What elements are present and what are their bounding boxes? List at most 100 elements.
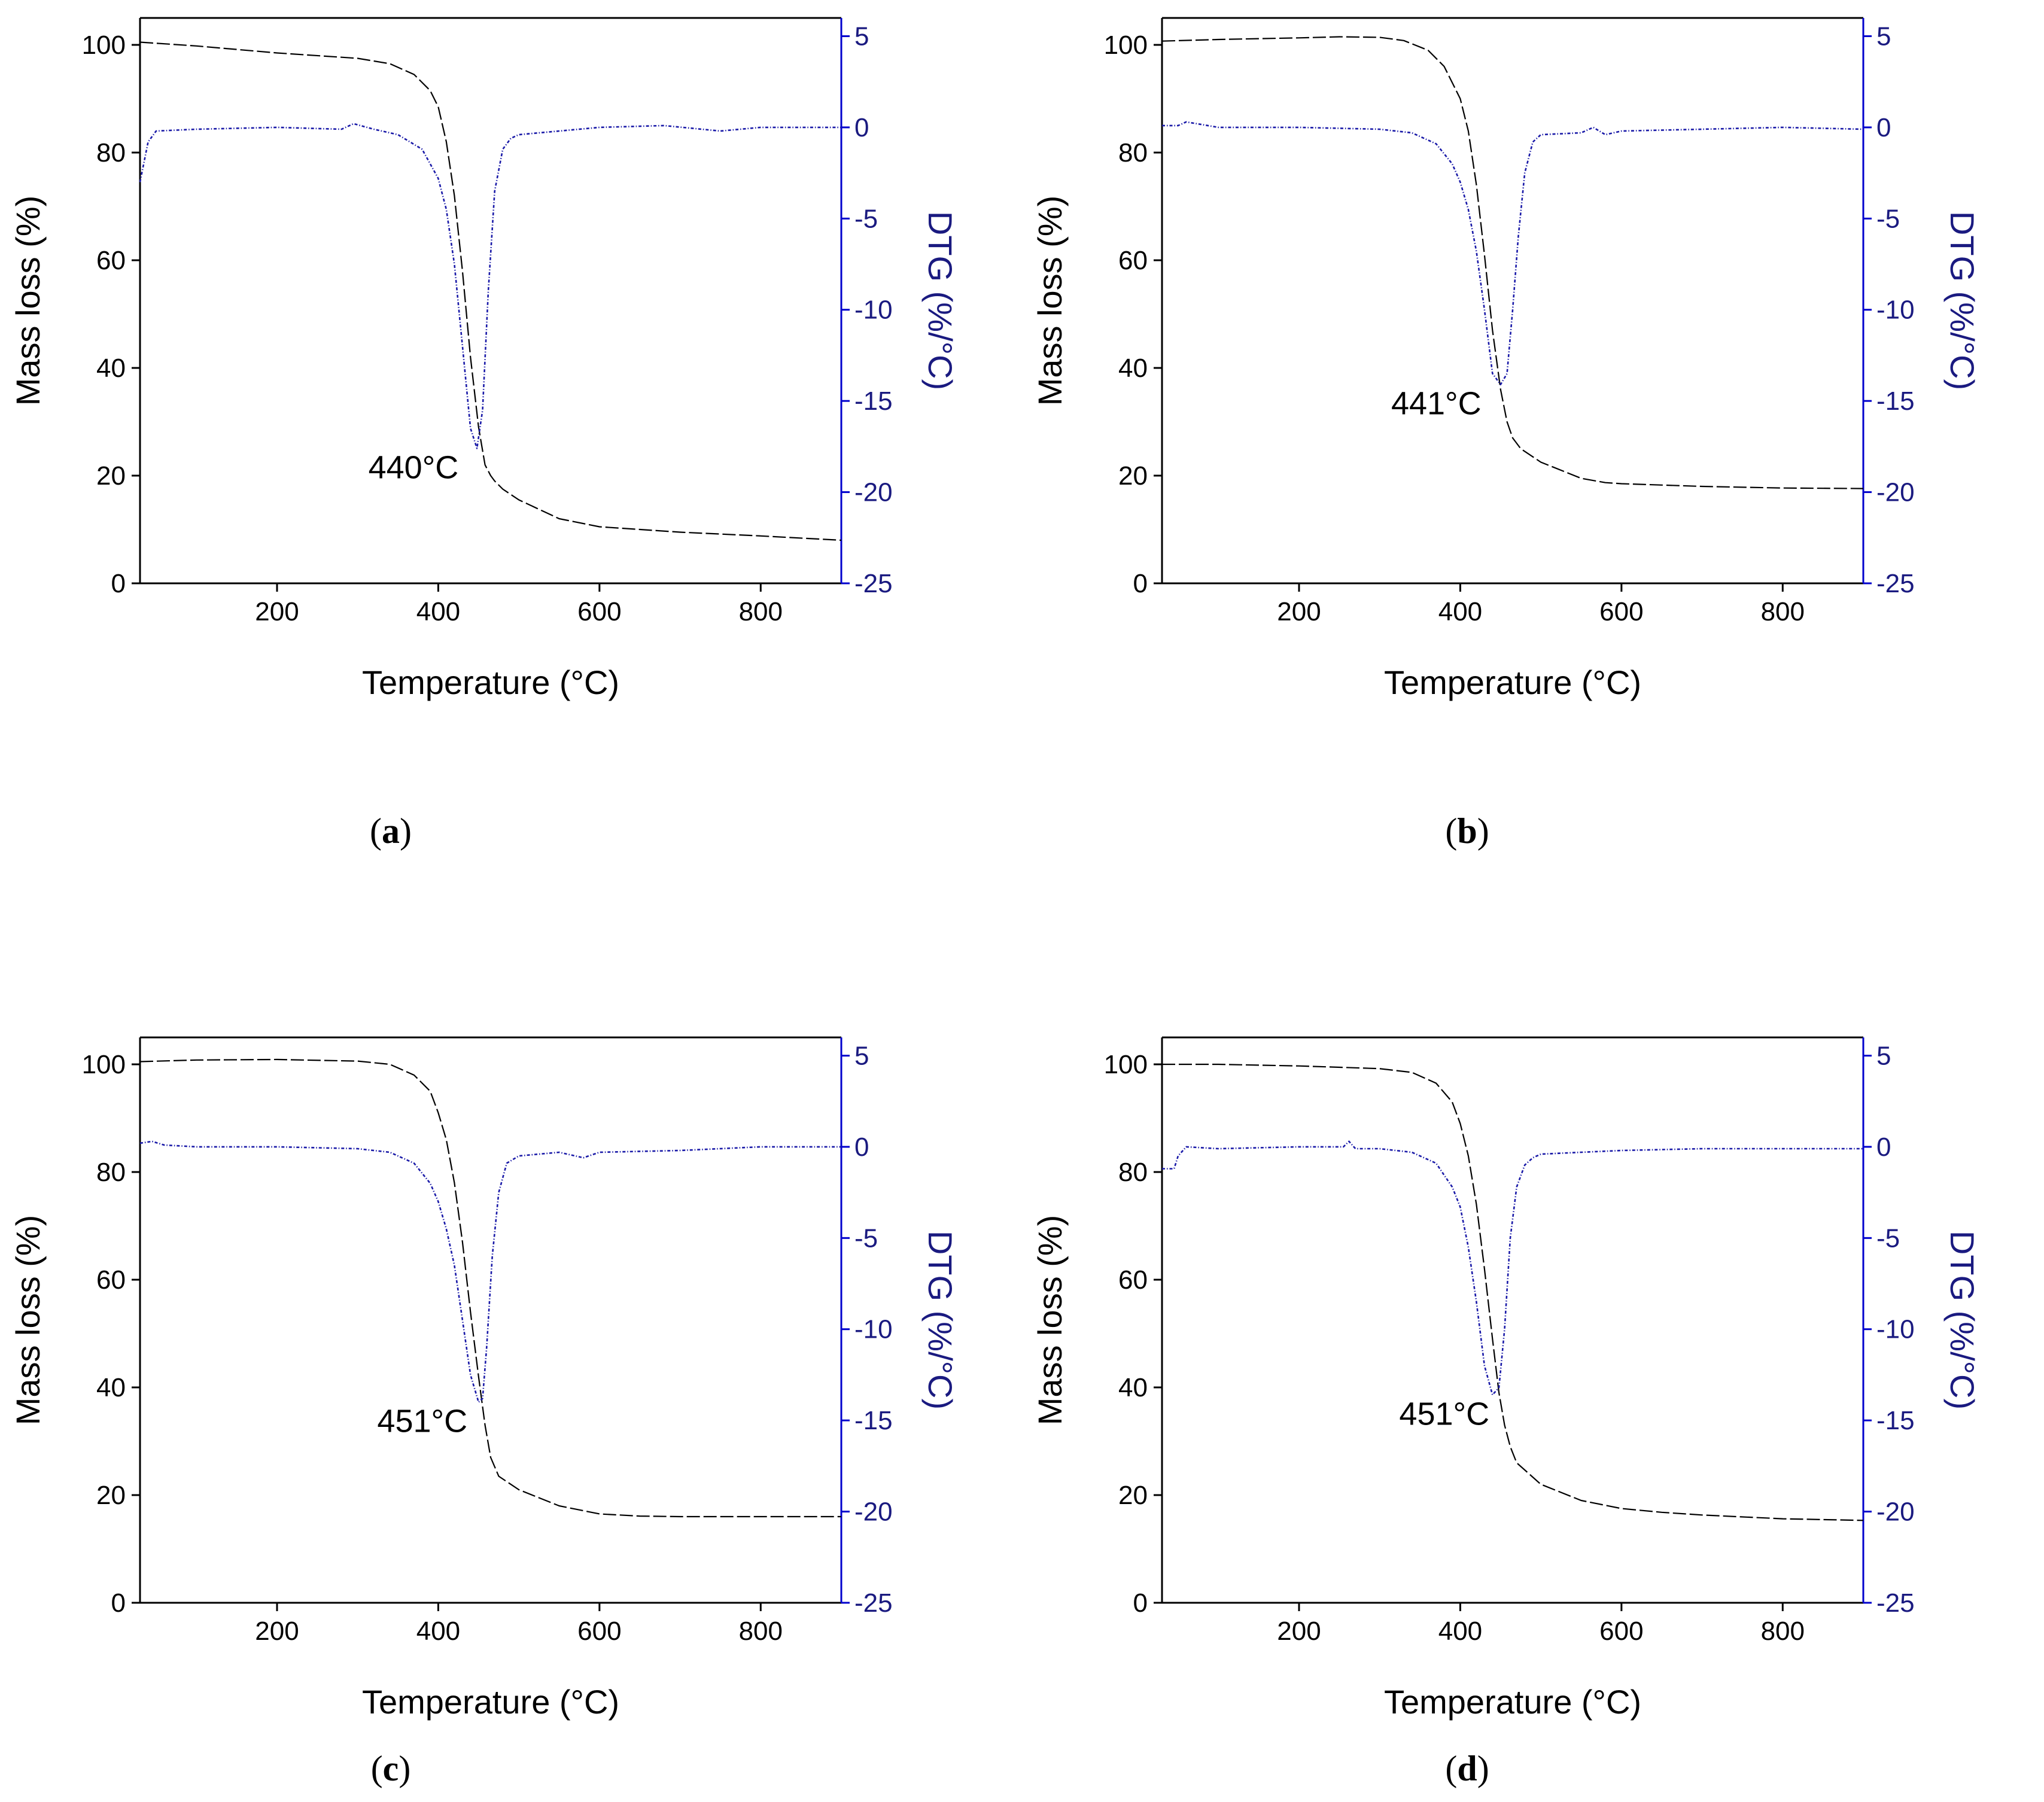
y-tick-label: 20 xyxy=(1118,1481,1148,1510)
mass-loss-curve xyxy=(1161,36,1864,489)
panel-b-chart: 200 400 600 800 0 20 40 60 80 100 -25 -20 -15 -10 -5 0 5… xyxy=(1031,17,1981,701)
panel-c-caption: (c) xyxy=(370,1749,411,1788)
y-axis-title: Mass loss (%) xyxy=(1031,1215,1069,1426)
mass-loss-curve xyxy=(1162,1063,1864,1521)
y2-tick-label: -25 xyxy=(854,1588,893,1618)
x-tick-label: 600 xyxy=(1599,597,1643,626)
y-tick-label: 0 xyxy=(111,569,126,598)
y2-tick-label: -5 xyxy=(854,1223,878,1253)
y-tick-label: 100 xyxy=(82,31,126,60)
y-tick-label: 80 xyxy=(96,1158,126,1187)
y-axis-title: Mass loss (%) xyxy=(9,196,47,406)
x-axis-title: Temperature (°C) xyxy=(362,1683,619,1721)
y2-axis-title: DTG (%/°C) xyxy=(1943,211,1981,390)
x-tick-label: 800 xyxy=(739,1617,783,1646)
y2-tick-label: 0 xyxy=(1876,113,1891,142)
y-tick-label: 100 xyxy=(1104,31,1148,60)
y2-tick-label: 5 xyxy=(1876,22,1891,51)
mass-loss-curve xyxy=(139,41,842,541)
panel-c-chart: 200 400 600 800 0 20 40 60 80 100 -25 -20 -15 -10 -5 0 5… xyxy=(9,1036,959,1721)
y2-tick-label: -20 xyxy=(854,1497,893,1527)
x-axis-title: Temperature (°C) xyxy=(362,663,619,701)
x-tick-label: 600 xyxy=(1599,1617,1643,1646)
x-tick-label: 200 xyxy=(1277,1617,1321,1646)
y2-tick-label: -15 xyxy=(854,1406,893,1435)
y2-tick-label: -10 xyxy=(1876,1315,1915,1344)
y2-tick-label: -5 xyxy=(1876,1223,1900,1253)
y-tick-label: 0 xyxy=(111,1588,126,1618)
y2-tick-label: -15 xyxy=(1876,386,1915,416)
y-tick-label: 0 xyxy=(1133,1588,1148,1618)
y2-tick-label: -10 xyxy=(854,296,893,325)
x-tick-label: 600 xyxy=(577,597,621,626)
x-tick-label: 400 xyxy=(1438,1617,1482,1646)
y-tick-label: 80 xyxy=(1118,138,1148,168)
x-tick-label: 600 xyxy=(577,1617,621,1646)
x-tick-label: 200 xyxy=(1277,597,1321,626)
y2-tick-label: 0 xyxy=(854,113,869,142)
y-tick-label: 40 xyxy=(1118,354,1148,383)
y2-tick-label: 5 xyxy=(1876,1041,1891,1070)
y2-tick-label: 5 xyxy=(854,1041,869,1070)
dtg-curve xyxy=(139,123,841,449)
x-tick-label: 800 xyxy=(1761,1617,1805,1646)
y2-axis-title: DTG (%/°C) xyxy=(921,211,959,390)
y2-tick-label: -20 xyxy=(1876,1497,1915,1527)
panel-d-chart: 200 400 600 800 0 20 40 60 80 100 -25 -20 -15 -10 -5 0 5… xyxy=(1031,1036,1981,1721)
dtg-curve xyxy=(1162,121,1864,386)
y-tick-label: 60 xyxy=(96,246,126,275)
y2-tick-label: 5 xyxy=(854,22,869,51)
y-tick-label: 40 xyxy=(1118,1373,1148,1402)
dtg-curve xyxy=(1162,1140,1863,1396)
dtg-curve xyxy=(139,1140,841,1404)
y2-tick-label: -5 xyxy=(854,204,878,233)
mass-loss-curve xyxy=(139,1058,841,1518)
y-tick-label: 40 xyxy=(96,1373,126,1402)
y2-tick-label: 0 xyxy=(854,1133,869,1162)
peak-temperature-label: 451°C xyxy=(377,1404,467,1439)
y-tick-label: 100 xyxy=(82,1050,126,1079)
panel-a-chart: 200 400 600 800 0 20 40 60 80 100 -25 -20 -15 -10 -5 0 5… xyxy=(9,17,959,701)
x-tick-label: 200 xyxy=(255,597,299,626)
y2-tick-label: -5 xyxy=(1876,204,1900,233)
x-axis-title: Temperature (°C) xyxy=(1384,663,1641,701)
panel-b-caption: (b) xyxy=(1445,811,1489,851)
y2-axis-title: DTG (%/°C) xyxy=(921,1231,959,1410)
y-tick-label: 100 xyxy=(1104,1050,1148,1079)
y2-tick-label: -15 xyxy=(854,386,893,416)
x-axis-title: Temperature (°C) xyxy=(1384,1683,1641,1721)
y-tick-label: 0 xyxy=(1133,569,1148,598)
y-tick-label: 60 xyxy=(96,1265,126,1295)
x-tick-label: 800 xyxy=(739,597,783,626)
x-tick-label: 400 xyxy=(1438,597,1482,626)
y2-tick-label: -10 xyxy=(1876,296,1915,325)
y-axis-title: Mass loss (%) xyxy=(9,1215,47,1426)
y2-tick-label: -15 xyxy=(1876,1406,1915,1435)
y2-axis-title: DTG (%/°C) xyxy=(1943,1231,1981,1410)
y2-tick-label: -10 xyxy=(854,1315,893,1344)
y2-tick-label: -25 xyxy=(1876,569,1915,598)
y-tick-label: 40 xyxy=(96,354,126,383)
x-tick-label: 400 xyxy=(416,1617,460,1646)
x-tick-label: 200 xyxy=(255,1617,299,1646)
y-tick-label: 80 xyxy=(1118,1158,1148,1187)
x-tick-label: 400 xyxy=(416,597,460,626)
y2-tick-label: -20 xyxy=(1876,478,1915,507)
y-tick-label: 60 xyxy=(1118,246,1148,275)
y-tick-label: 20 xyxy=(96,461,126,491)
y2-tick-label: -25 xyxy=(1876,1588,1915,1618)
peak-temperature-label: 441°C xyxy=(1391,386,1482,422)
y-tick-label: 80 xyxy=(96,138,126,168)
y-tick-label: 20 xyxy=(96,1481,126,1510)
y-axis-title: Mass loss (%) xyxy=(1031,196,1069,406)
panel-d-caption: (d) xyxy=(1445,1749,1489,1788)
peak-temperature-label: 451°C xyxy=(1399,1396,1489,1432)
x-tick-label: 800 xyxy=(1761,597,1805,626)
y2-tick-label: 0 xyxy=(1876,1133,1891,1162)
y-tick-label: 60 xyxy=(1118,1265,1148,1295)
peak-temperature-label: 440°C xyxy=(369,449,459,485)
panel-a-caption: (a) xyxy=(370,811,412,851)
y2-tick-label: -20 xyxy=(854,478,893,507)
y-tick-label: 20 xyxy=(1118,461,1148,491)
